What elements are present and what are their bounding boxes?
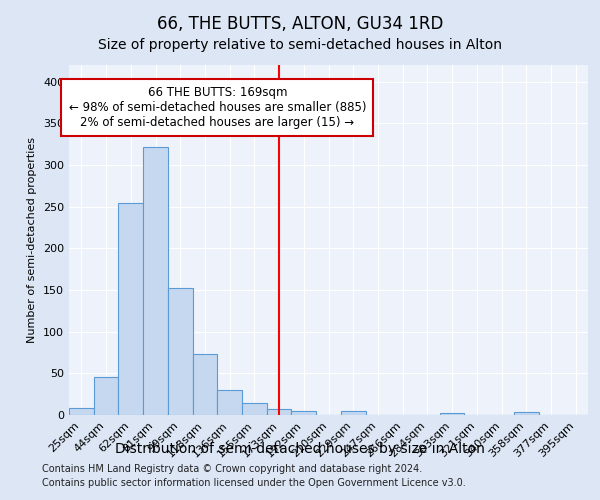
- Bar: [292, 411, 316, 415]
- Bar: [267, 409, 292, 415]
- Bar: [193, 354, 217, 415]
- Bar: [514, 412, 539, 415]
- Y-axis label: Number of semi-detached properties: Number of semi-detached properties: [28, 137, 37, 343]
- Text: Contains HM Land Registry data © Crown copyright and database right 2024.: Contains HM Land Registry data © Crown c…: [42, 464, 422, 474]
- Bar: [440, 412, 464, 415]
- Bar: [69, 408, 94, 415]
- Bar: [242, 402, 267, 415]
- Text: 66, THE BUTTS, ALTON, GU34 1RD: 66, THE BUTTS, ALTON, GU34 1RD: [157, 15, 443, 33]
- Bar: [168, 288, 193, 415]
- Bar: [217, 390, 242, 415]
- Text: 66 THE BUTTS: 169sqm
← 98% of semi-detached houses are smaller (885)
2% of semi-: 66 THE BUTTS: 169sqm ← 98% of semi-detac…: [68, 86, 366, 129]
- Bar: [94, 376, 118, 415]
- Bar: [341, 411, 365, 415]
- Text: Contains public sector information licensed under the Open Government Licence v3: Contains public sector information licen…: [42, 478, 466, 488]
- Text: Distribution of semi-detached houses by size in Alton: Distribution of semi-detached houses by …: [115, 442, 485, 456]
- Bar: [143, 146, 168, 415]
- Bar: [118, 202, 143, 415]
- Text: Size of property relative to semi-detached houses in Alton: Size of property relative to semi-detach…: [98, 38, 502, 52]
